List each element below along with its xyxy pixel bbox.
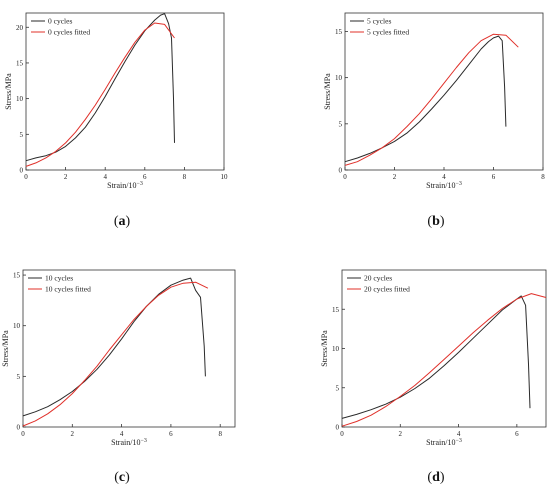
legend-label: 0 cycles (48, 17, 72, 26)
series-line-1 (341, 293, 547, 427)
legend-label: 0 cycles fitted (48, 28, 90, 37)
y-tick-label: 10 (13, 322, 21, 330)
series-line-1 (344, 33, 519, 166)
x-tick-label: 0 (340, 430, 344, 438)
x-tick-label: 6 (143, 173, 147, 181)
x-tick-label: 0 (24, 173, 28, 181)
chart-panel-0: 0 2 4 6 8 10 0 5 10 15 20 Strain/10−3 Stress/MPa 0 cy… (4, 12, 229, 190)
y-tick-label: 10 (335, 74, 343, 82)
series-line-0 (25, 13, 175, 162)
y-tick-label: 5 (336, 384, 340, 392)
y-tick-label: 15 (335, 28, 343, 36)
x-tick-label: 0 (343, 173, 347, 181)
x-tick-label: 6 (515, 430, 519, 438)
y-tick-label: 10 (16, 95, 24, 103)
plot-frame (25, 12, 225, 171)
legend-label: 20 cycles fitted (364, 285, 410, 294)
plot-frame (341, 269, 547, 428)
y-tick-label: 0 (336, 424, 340, 432)
series-line-0 (22, 277, 206, 417)
series-line-1 (22, 281, 209, 427)
plot-frame (22, 269, 236, 428)
caption-b: (b) (427, 214, 445, 229)
y-axis-label: Stress/MPa (1, 330, 10, 367)
x-tick-label: 4 (120, 430, 124, 438)
plot-frame (344, 12, 544, 171)
x-tick-label: 0 (21, 430, 25, 438)
caption-a: (a) (113, 214, 131, 229)
chart-panel-2: 0 2 4 6 8 0 5 10 15 Strain/10−3 Stress/MPa 10 cycle… (1, 269, 236, 447)
y-axis-label: Stress/MPa (4, 73, 13, 110)
chart-panel-3: 0 2 4 6 0 5 10 15 Strain/10−3 Stress/MPa 20 cycles… (320, 269, 547, 447)
y-tick-label: 15 (332, 306, 340, 314)
x-tick-label: 8 (218, 430, 222, 438)
chart-panel-1: 0 2 4 6 8 0 5 10 15 Strain/10−3 Stress/MPa 5 cycles… (323, 12, 545, 190)
caption-c: (c) (114, 470, 130, 485)
x-tick-label: 2 (399, 430, 403, 438)
series-line-1 (25, 22, 175, 167)
y-tick-label: 5 (17, 373, 21, 381)
legend-label: 10 cycles fitted (45, 285, 91, 294)
y-tick-label: 0 (339, 167, 343, 175)
x-axis-label: Strain/10−3 (107, 181, 143, 190)
y-tick-label: 5 (20, 131, 24, 139)
x-tick-label: 6 (169, 430, 173, 438)
series-line-0 (341, 295, 531, 419)
x-tick-label: 4 (457, 430, 461, 438)
series-line-0 (344, 35, 507, 163)
y-tick-label: 0 (17, 424, 21, 432)
y-tick-label: 0 (20, 167, 24, 175)
caption-d: (d) (427, 470, 445, 485)
y-tick-label: 15 (13, 272, 21, 280)
x-axis-label: Strain/10−3 (111, 438, 147, 447)
x-tick-label: 6 (492, 173, 496, 181)
x-tick-label: 2 (71, 430, 75, 438)
x-axis-label: Strain/10−3 (426, 438, 462, 447)
legend-label: 20 cycles (364, 274, 392, 283)
y-tick-label: 10 (332, 345, 340, 353)
y-tick-label: 15 (16, 59, 24, 67)
y-tick-label: 5 (339, 120, 343, 128)
x-tick-label: 4 (103, 173, 107, 181)
legend-label: 10 cycles (45, 274, 73, 283)
x-axis-label: Strain/10−3 (426, 181, 462, 190)
x-tick-label: 8 (183, 173, 187, 181)
legend-label: 5 cycles (367, 17, 391, 26)
y-axis-label: Stress/MPa (320, 330, 329, 367)
x-tick-label: 10 (221, 173, 229, 181)
y-axis-label: Stress/MPa (323, 73, 332, 110)
x-tick-label: 8 (541, 173, 545, 181)
x-tick-label: 4 (442, 173, 446, 181)
legend-label: 5 cycles fitted (367, 28, 409, 37)
y-tick-label: 20 (16, 24, 24, 32)
x-tick-label: 2 (393, 173, 397, 181)
x-tick-label: 2 (64, 173, 68, 181)
